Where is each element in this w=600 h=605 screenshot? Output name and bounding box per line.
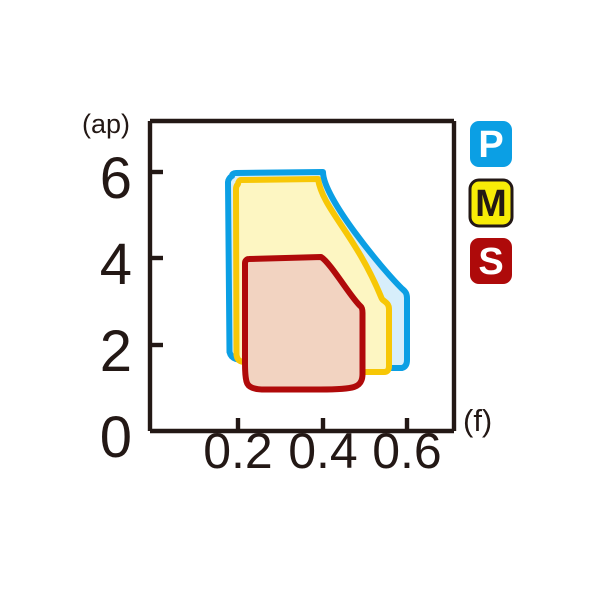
svg-text:P: P <box>478 124 503 166</box>
svg-text:(f): (f) <box>463 403 492 438</box>
svg-text:2: 2 <box>100 319 132 384</box>
svg-text:0.6: 0.6 <box>372 423 442 479</box>
svg-text:6: 6 <box>100 146 132 211</box>
svg-text:M: M <box>475 183 507 225</box>
svg-text:0: 0 <box>100 405 132 470</box>
svg-text:4: 4 <box>100 232 132 297</box>
svg-text:0.4: 0.4 <box>288 423 358 479</box>
svg-text:0.2: 0.2 <box>203 423 273 479</box>
svg-text:S: S <box>478 241 503 283</box>
svg-text:(ap): (ap) <box>82 109 130 139</box>
